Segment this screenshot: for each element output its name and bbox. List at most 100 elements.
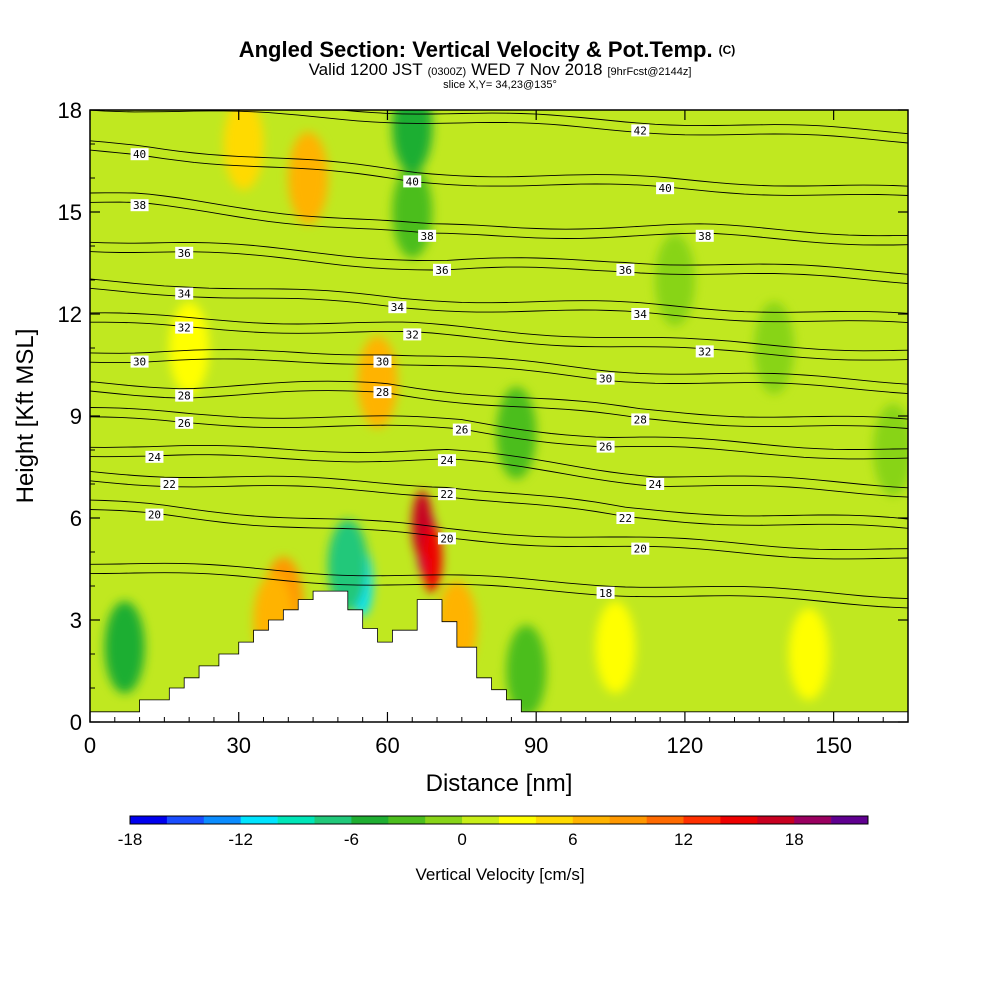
colorbar-swatch-15 [683,816,721,824]
isotherm-label-6: 38 [695,229,714,243]
velocity-feature-2 [422,524,443,593]
isotherm-label-text: 30 [599,373,612,386]
title-main: Angled Section: Vertical Velocity & Pot.… [239,37,713,62]
isotherm-label-text: 24 [148,451,162,464]
colorbar-swatch-3 [240,816,278,824]
x-tick-label: 150 [815,733,852,758]
isotherm-label-27: 24 [646,478,665,491]
isotherm-label-text: 40 [133,148,146,161]
velocity-feature-9 [288,132,329,224]
isotherm-label-31: 20 [145,508,164,522]
x-tick-label: 90 [524,733,548,758]
isotherm-label-15: 32 [695,345,714,358]
isotherm-30 [90,358,908,395]
velocity-feature-13 [392,110,433,173]
isotherm-label-text: 18 [599,587,612,600]
isotherm-label-2: 40 [403,175,422,188]
isotherm-lines [90,110,908,609]
slice-info: slice X,Y= 34,23@135° [443,79,557,91]
isotherm-label-box [175,416,194,429]
valid-prefix: Valid 1200 JST [309,60,423,79]
isotherm-label-34: 18 [596,586,615,600]
isotherm-label-text: 20 [148,509,161,522]
isotherm-34-b [90,278,908,314]
isotherm-label-23: 26 [452,423,471,437]
chart-subtitle: Valid 1200 JST (0300Z) WED 7 Nov 2018 [9hrF… [309,60,692,79]
isotherm-labels: 42 40 40 40 38 38 38 36 36 36 34 34 34 32 32 32 30 30 30 28… [130,124,714,600]
isotherm-label-text: 34 [391,301,405,314]
colorbar-tick-label: 6 [568,830,577,849]
isotherm-label-box [596,586,615,599]
y-tick-label: 12 [58,302,82,327]
isotherm-42-b [335,110,908,135]
isotherm-label-box [403,328,422,341]
isotherm-22-b [90,470,908,520]
x-tick-label: 60 [375,733,399,758]
isotherm-label-box [130,148,149,161]
colorbar-tick-label: -12 [228,830,253,849]
colorbar [129,815,869,825]
velocity-feature-19 [788,608,829,700]
isotherm-40-b [90,140,908,187]
isotherm-label-box [616,263,635,276]
isotherm-label-9: 36 [616,263,635,277]
terrain [90,590,908,722]
isotherm-label-box [695,345,714,358]
velocity-feature-15 [496,387,537,479]
isotherm-label-text: 36 [178,247,191,260]
isotherm-label-32: 20 [437,532,456,545]
isotherm-label-5: 38 [418,229,437,243]
isotherm-label-16: 30 [130,355,149,369]
isotherm-24-b [90,444,908,489]
y-axis-label: Height [Kft MSL] [12,329,39,504]
isotherm-label-box [646,478,665,490]
isotherm-label-text: 26 [178,417,191,430]
velocity-feature-14 [506,625,547,717]
isotherm-label-text: 32 [406,328,419,341]
isotherm-label-text: 26 [455,424,468,437]
isotherm-40 [90,149,908,196]
isotherm-label-11: 34 [388,301,407,314]
colorbar-swatch-13 [609,816,647,824]
colorbar-swatch-2 [203,816,241,824]
isotherm-label-text: 32 [698,345,711,358]
isotherm-label-14: 32 [403,328,422,341]
isotherm-label-text: 42 [634,124,647,137]
isotherm-label-17: 30 [373,355,392,369]
chart-title: Angled Section: Vertical Velocity & Pot.… [239,37,736,62]
isotherm-20-b [90,499,908,551]
colorbar-swatch-11 [535,816,574,824]
isotherm-label-26: 24 [437,454,456,467]
colorbar-ticks: -18 -12 -6 0 6 12 18 [118,830,804,849]
velocity-feature-10 [223,110,264,190]
isotherm-label-box [175,389,194,402]
isotherm-label-text: 20 [634,543,647,556]
isotherm-18-b [90,562,908,600]
isotherm-label-box [631,308,650,320]
isotherm-label-box [596,440,615,453]
isotherm-38-b [90,192,908,237]
colorbar-swatch-9 [462,816,500,824]
velocity-feature-17 [754,302,795,394]
isotherm-label-7: 36 [175,246,194,260]
isotherm-label-text: 36 [619,264,632,277]
terrain-profile [90,590,908,722]
isotherm-label-box [373,355,392,368]
isotherm-label-text: 26 [599,441,612,454]
x-axis-label: Distance [nm] [426,770,573,797]
isotherm-36 [90,251,908,285]
isotherm-32 [90,321,908,361]
isotherm-label-18: 30 [596,372,615,386]
isotherm-32-b [90,312,908,352]
isotherm-label-text: 38 [420,230,433,243]
isotherm-label-box [403,175,422,188]
isotherm-36-b [90,241,908,275]
isotherm-label-box [175,246,194,259]
isotherm-label-box [432,263,451,276]
isotherm-label-text: 30 [376,356,389,369]
isotherm-label-box [130,355,149,368]
isotherm-label-box [145,508,164,521]
colorbar-label: Vertical Velocity [cm/s] [415,865,584,884]
colorbar-swatch-4 [277,816,315,824]
